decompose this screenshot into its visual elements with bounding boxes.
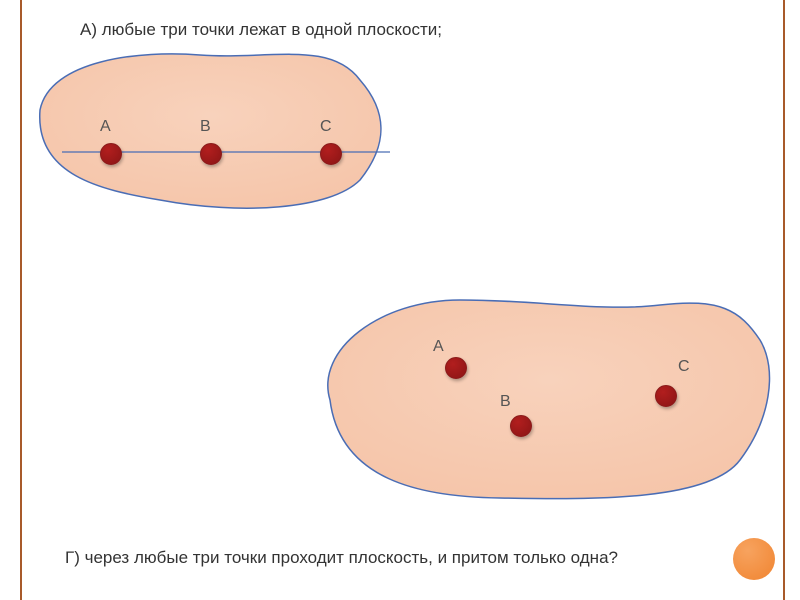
- point-b-1: [200, 143, 222, 165]
- blob-shape-1: [0, 0, 800, 600]
- point-label-a-2: А: [433, 338, 444, 356]
- point-b-2: [510, 415, 532, 437]
- point-label-b-1: В: [200, 118, 211, 136]
- point-label-a-1: А: [100, 118, 111, 136]
- heading-a: А) любые три точки лежат в одной плоскос…: [80, 20, 442, 40]
- frame-right-border: [783, 0, 785, 600]
- point-a-1: [100, 143, 122, 165]
- frame-left-border: [20, 0, 22, 600]
- heading-g: Г) через любые три точки проходит плоско…: [65, 548, 618, 568]
- point-a-2: [445, 357, 467, 379]
- point-label-c-1: С: [320, 118, 332, 136]
- point-c-2: [655, 385, 677, 407]
- nav-next-button[interactable]: [733, 538, 775, 580]
- point-c-1: [320, 143, 342, 165]
- point-label-b-2: В: [500, 393, 511, 411]
- point-label-c-2: С: [678, 358, 690, 376]
- plane-blob-2: [328, 300, 770, 499]
